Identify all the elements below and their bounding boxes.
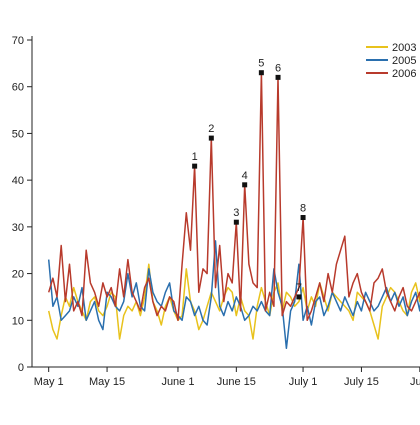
peak-marker [208, 135, 214, 141]
peak-marker [300, 215, 306, 221]
peak-marker [242, 182, 248, 188]
peak-marker [233, 219, 239, 225]
peak-marker [296, 294, 302, 300]
peak-label: 7 [296, 282, 302, 294]
peak-marker [258, 70, 264, 76]
peak-label: 5 [258, 58, 264, 70]
series-line-2006 [47, 71, 420, 322]
peak-marker [192, 163, 198, 169]
y-tick-label: 0 [18, 362, 24, 374]
x-tick-label: July [410, 376, 420, 388]
x-tick-label: May 15 [89, 376, 125, 388]
legend-label: 2005 [392, 55, 416, 67]
x-tick-label: May 1 [34, 376, 64, 388]
series-layer [47, 71, 420, 350]
y-tick-label: 50 [12, 128, 24, 140]
peak-marker [275, 74, 281, 80]
legend-label: 2006 [392, 68, 416, 80]
y-tick-label: 10 [12, 315, 24, 327]
peak-label: 3 [233, 207, 239, 219]
y-tick-label: 20 [12, 269, 24, 281]
legend-label: 2003 [392, 42, 416, 54]
x-tick-label: June 15 [217, 376, 256, 388]
peak-label: 2 [208, 123, 214, 135]
series-line-2005 [47, 240, 420, 350]
peak-label: 1 [192, 151, 198, 163]
y-tick-label: 30 [12, 222, 24, 234]
y-tick-label: 40 [12, 175, 24, 187]
annotation-layer: 1 2 3 4 5 6 7 8 [192, 58, 306, 300]
y-tick-label: 70 [12, 35, 24, 47]
axes: 0 10 20 30 40 50 60 70 May 1 May 15 June 1 June 15 J… [12, 35, 420, 388]
peak-label: 8 [300, 203, 306, 215]
peak-label: 6 [275, 62, 281, 74]
x-tick-label: June 1 [161, 376, 194, 388]
x-tick-label: July 15 [344, 376, 379, 388]
y-tick-label: 60 [12, 82, 24, 94]
x-tick-label: July 1 [289, 376, 318, 388]
peak-label: 4 [242, 170, 248, 182]
